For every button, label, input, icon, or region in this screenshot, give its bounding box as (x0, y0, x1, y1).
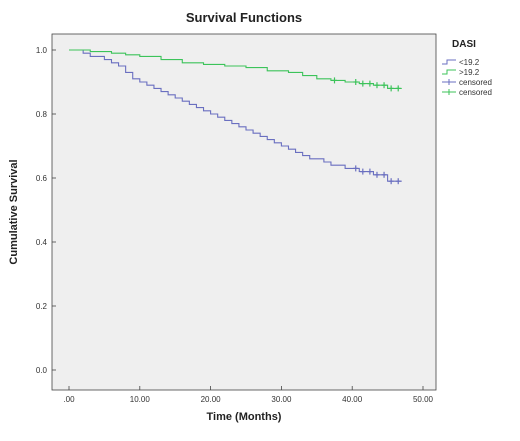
censor-mark (367, 80, 373, 87)
x-tick-label: 50.00 (413, 395, 434, 404)
series-layer (69, 49, 402, 185)
x-tick-label: 30.00 (271, 395, 292, 404)
censor-mark (388, 178, 394, 185)
censor-mark (367, 168, 373, 175)
censor-mark (381, 82, 387, 89)
legend-item: <19.2 (442, 58, 480, 67)
plot-area (51, 33, 437, 391)
x-axis-label: Time (Months) (207, 411, 282, 423)
y-tick-label: 0.4 (36, 238, 48, 247)
legend-line-swatch (442, 69, 456, 75)
censor-mark (360, 168, 366, 175)
y-axis-label: Cumulative Survival (8, 159, 20, 264)
legend-label: censored (459, 88, 492, 97)
legend-label: censored (459, 78, 492, 87)
y-axis-ticks: 0.0 0.2 0.4 0.6 0.8 1.0 (36, 46, 56, 375)
y-tick-label: 0.6 (36, 174, 48, 183)
legend-line-swatch (442, 59, 456, 65)
y-tick-label: 0.8 (36, 110, 48, 119)
legend-item: >19.2 (442, 68, 480, 77)
x-tick-label: 40.00 (342, 395, 363, 404)
y-tick-label: 0.0 (36, 366, 48, 375)
censor-mark (381, 171, 387, 178)
censor-mark (374, 171, 380, 178)
legend-item: censored (442, 88, 492, 97)
censor-mark (374, 82, 380, 89)
censor-mark (353, 79, 359, 85)
y-tick-label: 0.2 (36, 302, 48, 311)
censor-mark (388, 85, 394, 92)
y-tick-label: 1.0 (36, 46, 48, 55)
censor-mark (353, 165, 359, 172)
legend-label: <19.2 (459, 58, 480, 67)
censor-mark (395, 85, 401, 92)
legend-label: >19.2 (459, 68, 480, 77)
x-tick-label: .00 (63, 395, 75, 404)
censor-mark (360, 80, 366, 87)
x-axis-ticks: .00 10.00 20.00 30.00 40.00 50.00 (63, 386, 434, 404)
chart-title: Survival Functions (186, 10, 302, 25)
legend-title: DASI (452, 39, 476, 50)
legend-item: censored (442, 78, 492, 87)
censor-mark (332, 77, 337, 84)
x-tick-label: 10.00 (130, 395, 151, 404)
survival-line-low-dasi (69, 49, 402, 182)
censor-mark (395, 178, 401, 185)
x-tick-label: 20.00 (201, 395, 222, 404)
